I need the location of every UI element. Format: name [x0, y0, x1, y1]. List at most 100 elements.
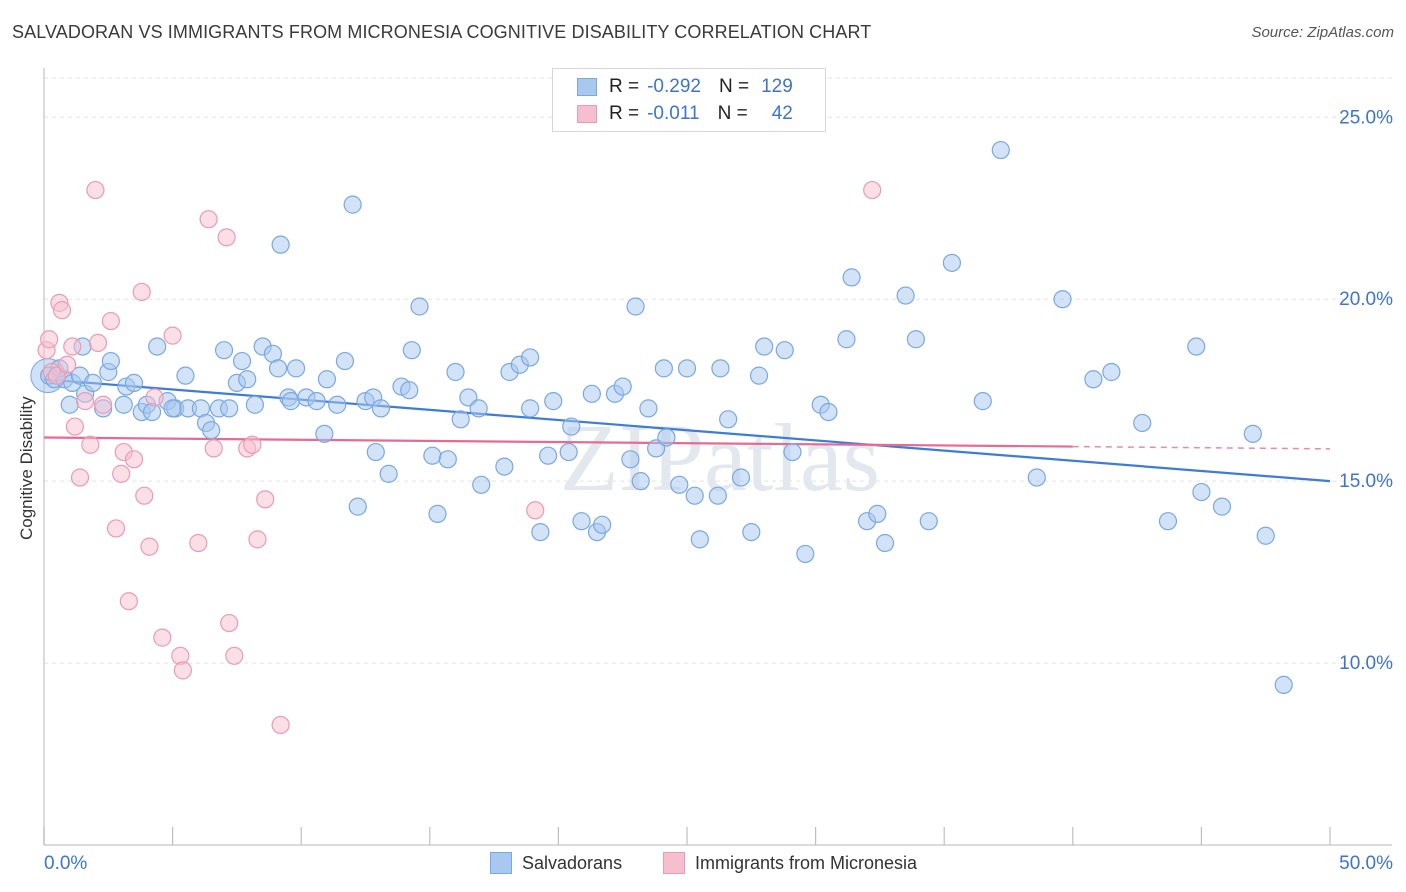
tick-labels: 10.0% 15.0% 20.0% 25.0% 0.0% 50.0%	[44, 107, 1393, 874]
micronesia-point	[204, 439, 223, 458]
salvadorans-point	[742, 522, 761, 542]
micronesia-point	[76, 392, 95, 411]
salvadorans-point	[521, 348, 540, 367]
salvadorans-point	[819, 402, 838, 422]
salvadorans-point	[621, 450, 640, 469]
salvadorans-point	[670, 475, 689, 494]
salvadorans-point	[400, 381, 419, 400]
salvadorans-point	[1192, 482, 1211, 502]
x-tick-label: 50.0%	[1339, 853, 1393, 874]
bottom-legend-label: Salvadorans	[522, 852, 623, 873]
micronesia-point	[124, 450, 144, 469]
micronesia-point	[132, 282, 151, 302]
micronesia-point	[153, 628, 172, 647]
salvadorans-point	[837, 330, 856, 349]
salvadorans-point	[268, 359, 288, 378]
salvadorans-point	[544, 392, 563, 411]
salvadorans-point	[875, 533, 895, 553]
salvadorans-point	[371, 399, 391, 418]
micronesia-point	[526, 501, 545, 520]
salvadorans-point	[657, 428, 676, 447]
salvadorans-point	[101, 351, 120, 371]
micronesia-point	[248, 530, 267, 549]
salvadorans-point	[83, 373, 102, 393]
micronesia-point	[58, 355, 77, 374]
micronesia-point	[145, 388, 164, 407]
salvadorans-point	[749, 366, 769, 385]
micronesia-point	[256, 490, 275, 509]
salvadorans-point	[1243, 424, 1262, 443]
salvadorans-point	[335, 351, 355, 371]
micronesia-point	[225, 646, 244, 665]
salvadorans-point	[593, 515, 612, 534]
salvadorans-point	[315, 424, 334, 443]
salvadorans-point	[1102, 362, 1121, 382]
salvadorans-point	[1084, 370, 1103, 389]
micronesia-point	[112, 464, 131, 483]
salvadorans-point	[148, 337, 167, 356]
salvadorans-point	[1133, 413, 1152, 433]
salvadorans-point	[1256, 526, 1275, 545]
legend-row-micronesia: R = -0.011 N = 42	[577, 101, 793, 127]
salvadorans-point	[114, 395, 133, 414]
micronesia-point	[88, 333, 108, 352]
legend: R = -0.292 N = 129 R = -0.011 N = 42	[552, 68, 826, 132]
legend-r-label: R =	[609, 103, 640, 124]
micronesia-point	[140, 537, 159, 556]
legend-n-label: N =	[717, 103, 748, 124]
salvadorans-point	[775, 341, 794, 360]
salvadorans-point	[428, 504, 447, 523]
salvadorans-point	[685, 486, 704, 505]
salvadorans-point	[163, 399, 182, 418]
salvadorans-point	[639, 399, 658, 418]
axes	[43, 68, 1392, 846]
salvadorans-point	[124, 373, 144, 393]
salvadorans-point	[348, 497, 367, 516]
x-tick-label: 0.0%	[44, 853, 87, 874]
salvadorans-point	[451, 410, 470, 429]
micronesia-points	[37, 180, 882, 735]
micronesia-point	[86, 180, 105, 200]
salvadorans-point	[991, 140, 1010, 160]
bottom-legend-micronesia: Immigrants from Micronesia	[663, 852, 917, 874]
micronesia-trend-extension	[1072, 445, 1331, 450]
legend-r-label: R =	[609, 76, 640, 97]
salvadorans-point	[446, 362, 465, 382]
salvadorans-point	[366, 442, 385, 462]
micronesia-point	[189, 533, 208, 553]
salvadorans-point	[214, 341, 234, 360]
micronesia-point	[135, 486, 154, 505]
salvadorans-point	[613, 377, 632, 396]
salvadorans-point	[731, 468, 751, 487]
salvadorans-point	[423, 446, 442, 465]
legend-n-label: N =	[718, 76, 750, 97]
salvadorans-point	[469, 399, 488, 418]
bottom-legend-salvadorans: Salvadorans	[490, 852, 622, 874]
salvadorans-point	[328, 395, 347, 414]
salvadorans-trend-line	[43, 378, 1331, 483]
micronesia-point	[106, 519, 126, 538]
salvadorans-point	[711, 359, 730, 378]
salvadorans-point	[896, 286, 915, 305]
salvadorans-point	[719, 410, 738, 429]
salvadorans-point	[868, 504, 887, 523]
salvadorans-point	[521, 399, 540, 418]
salvadorans-point	[271, 235, 290, 254]
micronesia-point	[65, 417, 84, 436]
salvadorans-point	[572, 512, 591, 531]
salvadorans-point	[286, 359, 306, 378]
salvadorans-point	[495, 457, 514, 476]
bottom-swatch-pink	[663, 852, 685, 874]
micronesia-point	[40, 330, 59, 349]
salvadorans-point	[562, 417, 581, 436]
salvadorans-point	[438, 450, 457, 469]
salvadorans-point	[973, 392, 992, 411]
salvadorans-point	[245, 395, 265, 414]
salvadorans-point	[708, 486, 727, 505]
bottom-legend: Salvadorans Immigrants from Micronesia	[0, 852, 1406, 878]
salvadorans-point	[1187, 337, 1206, 356]
micronesia-point	[119, 592, 138, 611]
salvadorans-point	[317, 370, 337, 389]
salvadorans-point	[410, 297, 429, 316]
salvadorans-point	[176, 366, 195, 385]
